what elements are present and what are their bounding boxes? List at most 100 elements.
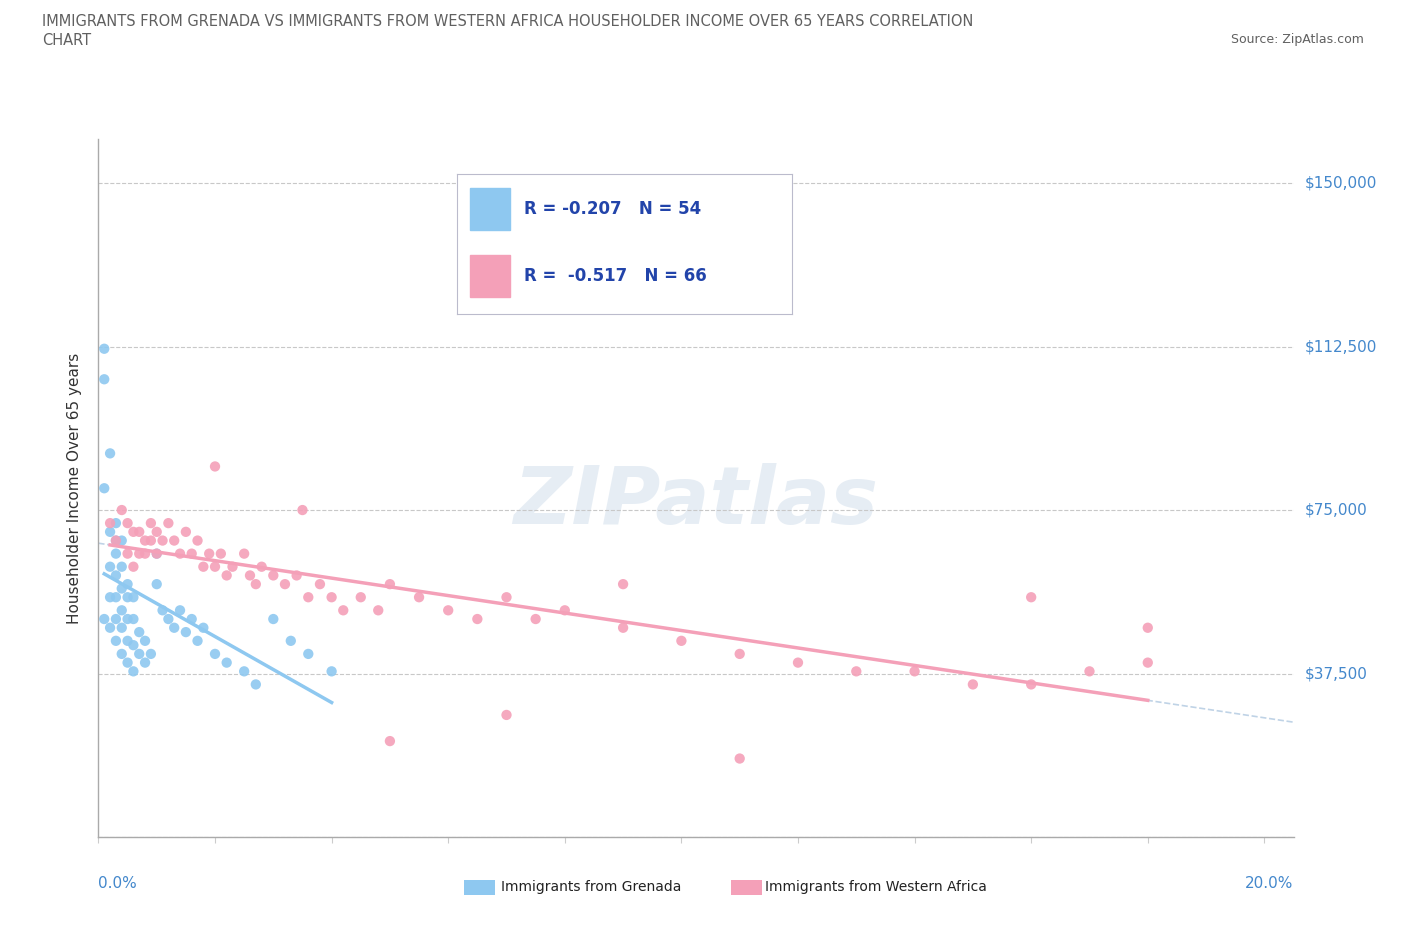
Point: [321, 590, 343, 604]
Point: [122, 525, 145, 539]
Point: [209, 546, 232, 561]
Point: [134, 633, 156, 648]
Point: [145, 525, 167, 539]
Point: [233, 546, 256, 561]
Text: Immigrants from Grenada: Immigrants from Grenada: [501, 880, 681, 895]
Point: [98, 525, 121, 539]
Point: [117, 577, 139, 591]
Point: [221, 559, 243, 574]
Point: [612, 620, 634, 635]
Point: [1078, 664, 1101, 679]
Point: [152, 533, 174, 548]
Point: [117, 590, 139, 604]
Point: [134, 546, 156, 561]
Point: [215, 568, 238, 583]
Point: [111, 502, 134, 517]
Point: [122, 590, 145, 604]
Text: $112,500: $112,500: [1305, 339, 1376, 354]
Point: [117, 546, 139, 561]
Point: [495, 590, 517, 604]
Point: [671, 633, 693, 648]
Point: [186, 633, 208, 648]
Point: [128, 546, 150, 561]
Point: [280, 633, 302, 648]
Text: $37,500: $37,500: [1305, 666, 1368, 681]
Point: [245, 577, 267, 591]
Point: [134, 655, 156, 670]
Point: [134, 533, 156, 548]
Point: [104, 533, 127, 548]
Point: [903, 664, 925, 679]
Text: Immigrants from Western Africa: Immigrants from Western Africa: [765, 880, 987, 895]
Text: IMMIGRANTS FROM GRENADA VS IMMIGRANTS FROM WESTERN AFRICA HOUSEHOLDER INCOME OVE: IMMIGRANTS FROM GRENADA VS IMMIGRANTS FR…: [42, 14, 973, 29]
Point: [104, 533, 127, 548]
Point: [98, 445, 121, 460]
Point: [145, 577, 167, 591]
Point: [117, 515, 139, 530]
Point: [291, 502, 314, 517]
Point: [495, 708, 517, 723]
Point: [117, 655, 139, 670]
Point: [122, 559, 145, 574]
Point: [186, 533, 208, 548]
Point: [378, 734, 401, 749]
Point: [845, 664, 868, 679]
Point: [104, 612, 127, 627]
Point: [145, 546, 167, 561]
Point: [554, 603, 576, 618]
Point: [93, 612, 115, 627]
Point: [204, 459, 226, 474]
Point: [245, 677, 267, 692]
Text: 0.0%: 0.0%: [98, 876, 138, 891]
Point: [350, 590, 373, 604]
Point: [128, 625, 150, 640]
Point: [274, 577, 297, 591]
Point: [204, 559, 226, 574]
Point: [193, 620, 215, 635]
Point: [111, 603, 134, 618]
Point: [139, 515, 162, 530]
Point: [104, 568, 127, 583]
Point: [111, 620, 134, 635]
Text: $150,000: $150,000: [1305, 176, 1376, 191]
Point: [332, 603, 354, 618]
Point: [152, 603, 174, 618]
Point: [787, 655, 810, 670]
Point: [157, 515, 180, 530]
Text: CHART: CHART: [42, 33, 91, 47]
Point: [128, 646, 150, 661]
Point: [524, 612, 547, 627]
Point: [262, 568, 284, 583]
Point: [157, 612, 180, 627]
Point: [728, 646, 751, 661]
Point: [139, 646, 162, 661]
Point: [163, 620, 186, 635]
Point: [198, 546, 221, 561]
Point: [193, 559, 215, 574]
Point: [297, 646, 319, 661]
Point: [111, 646, 134, 661]
Point: [163, 533, 186, 548]
Point: [169, 603, 191, 618]
Point: [321, 664, 343, 679]
Point: [174, 525, 197, 539]
Point: [297, 590, 319, 604]
Point: [1136, 655, 1159, 670]
Point: [174, 625, 197, 640]
Point: [1019, 677, 1042, 692]
Point: [467, 612, 489, 627]
Point: [128, 525, 150, 539]
Point: [117, 633, 139, 648]
Point: [309, 577, 332, 591]
Point: [93, 481, 115, 496]
Point: [437, 603, 460, 618]
Point: [104, 633, 127, 648]
Point: [93, 341, 115, 356]
Point: [180, 546, 202, 561]
Point: [262, 612, 284, 627]
Point: [233, 664, 256, 679]
Point: [180, 612, 202, 627]
Point: [139, 533, 162, 548]
Point: [367, 603, 389, 618]
Text: ZIPatlas: ZIPatlas: [513, 463, 879, 541]
